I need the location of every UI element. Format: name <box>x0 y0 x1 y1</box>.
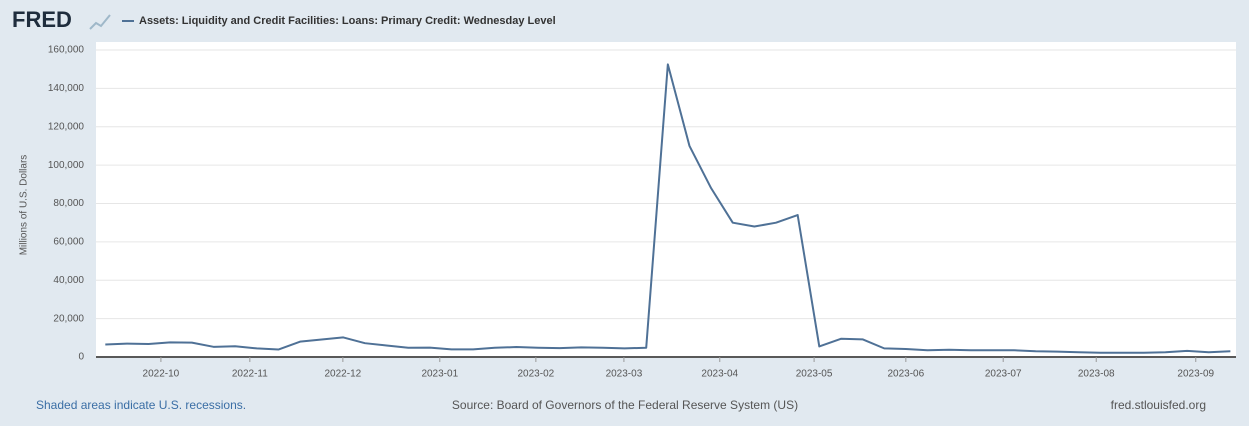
x-tick-label: 2023-07 <box>985 369 1022 380</box>
data-line <box>105 63 1231 354</box>
x-tick-label: 2023-01 <box>421 369 458 380</box>
x-tick-label: 2023-02 <box>518 369 555 380</box>
source: Source: Board of Governors of the Federa… <box>452 398 798 412</box>
y-tick-label: 80,000 <box>53 198 84 209</box>
y-tick-label: 0 <box>78 352 84 363</box>
x-tick-label: 2022-10 <box>143 369 180 380</box>
x-tick-label: 2022-12 <box>325 369 362 380</box>
y-tick-label: 60,000 <box>53 237 84 248</box>
x-tick-label: 2023-09 <box>1177 369 1214 380</box>
y-tick-label: 40,000 <box>53 275 84 286</box>
y-tick-label: 160,000 <box>48 45 85 56</box>
x-tick-label: 2023-05 <box>796 369 833 380</box>
y-tick-label: 20,000 <box>53 313 84 324</box>
x-tick-label: 2023-06 <box>887 369 924 380</box>
site-url[interactable]: fred.stlouisfed.org <box>1111 398 1206 412</box>
x-tick-label: 2023-04 <box>701 369 738 380</box>
y-tick-label: 120,000 <box>48 121 85 132</box>
logo-icon <box>89 14 111 30</box>
recession-note[interactable]: Shaded areas indicate U.S. recessions. <box>36 398 246 412</box>
legend-label: Assets: Liquidity and Credit Facilities:… <box>139 15 556 27</box>
y-tick-label: 140,000 <box>48 83 85 94</box>
x-tick-label: 2023-03 <box>606 369 643 380</box>
y-axis-label: Millions of U.S. Dollars <box>19 155 30 256</box>
logo: FRED <box>12 7 72 32</box>
x-tick-label: 2022-11 <box>232 369 268 380</box>
x-tick-label: 2023-08 <box>1078 369 1115 380</box>
y-tick-label: 100,000 <box>48 160 85 171</box>
